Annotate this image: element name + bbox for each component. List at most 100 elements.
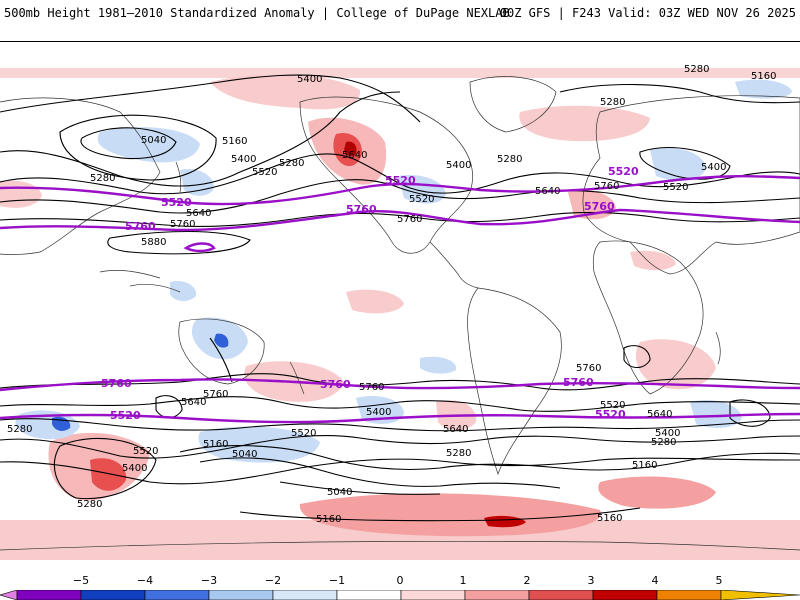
purple-5520-north	[0, 175, 800, 206]
coast-africa	[592, 240, 704, 395]
label-5040-south: 5040	[232, 449, 257, 460]
coast-greenland	[469, 76, 557, 133]
purple-label-5760-southwest: 5760	[101, 377, 132, 390]
purple-label-5760-europe: 5760	[584, 200, 615, 213]
contour-5640-north	[0, 179, 800, 214]
anomaly-pos-antarctic-strong	[299, 493, 601, 537]
coast-eurasia-west	[0, 97, 161, 255]
label-5400-alaska: 5400	[297, 74, 322, 85]
coast-madagascar	[715, 331, 721, 365]
anomaly-strong-neg-australia	[214, 333, 229, 348]
label-5280-europe: 5280	[600, 97, 625, 108]
contour-5640-south	[0, 396, 800, 412]
label-5760-atlantic: 5760	[397, 214, 422, 225]
label-5400-southwest: 5400	[122, 463, 147, 474]
label-5400-indian: 5400	[655, 428, 680, 439]
tick-minus-2: −2	[264, 574, 282, 587]
anomaly-shading	[0, 68, 800, 560]
purple-label-5520-southwest: 5520	[110, 409, 141, 422]
contour-5400-south	[0, 435, 800, 459]
purple-5760-north	[0, 208, 800, 232]
colorbar-cell	[16, 590, 82, 600]
anomaly-pos-tropics-2	[630, 250, 676, 271]
contour-5640-australia-low	[155, 395, 183, 419]
colorbar-arrow-right	[720, 590, 800, 600]
tick-minus-5: −5	[72, 574, 90, 587]
label-5520-south-pacific: 5520	[291, 428, 316, 439]
coast-north-america	[299, 96, 473, 254]
label-5280-south-atlantic: 5280	[446, 448, 471, 459]
label-5520-atlantic: 5520	[409, 194, 434, 205]
contour-5760-indian-low	[623, 345, 651, 369]
colorbar-arrow-left	[0, 590, 18, 600]
colorbar-cell	[400, 590, 466, 600]
polar-band-north	[0, 68, 800, 78]
tick-zero: 0	[396, 574, 404, 587]
colorbar-cell	[80, 590, 146, 600]
label-5760-pacific: 5760	[170, 219, 195, 230]
purple-5880-tropics	[183, 242, 216, 253]
label-5280-arctic: 5280	[684, 64, 709, 75]
label-5520-indian: 5520	[600, 400, 625, 411]
label-5040-antarctic: 5040	[327, 487, 352, 498]
anomaly-pos-alaska	[210, 74, 361, 110]
colorbar-cell	[336, 590, 402, 600]
map-title: 500mb Height 1981–2010 Standardized Anom…	[4, 6, 510, 20]
coast-indonesia	[99, 270, 181, 293]
anomaly-pos-arctic-east	[519, 105, 650, 142]
coast-central-america	[429, 241, 479, 289]
colorbar	[0, 590, 800, 600]
label-5640-indian: 5640	[647, 409, 672, 420]
contour-5040-antarctic	[279, 481, 441, 495]
contour-5160-pacific	[59, 114, 217, 181]
contour-5520-south	[0, 418, 800, 432]
map-panel: 5040 5160 5400 5280 5520 5280 5640 5760 …	[0, 41, 800, 560]
contour-5520-south-east-low	[729, 399, 771, 427]
purple-label-5520-pacific: 5520	[161, 196, 192, 209]
tick-2: 2	[523, 574, 531, 587]
label-5040-pacific: 5040	[141, 135, 166, 146]
label-5880-pacific: 5880	[141, 237, 166, 248]
anomaly-neg-southwest	[15, 410, 81, 440]
purple-label-5760-south-pacific: 5760	[320, 378, 351, 391]
label-5760-australia: 5760	[203, 389, 228, 400]
contour-5280-south	[0, 457, 800, 485]
purple-label-5760-indian: 5760	[563, 376, 594, 389]
tick-4: 4	[651, 574, 659, 587]
colorbar-cell	[144, 590, 210, 600]
colorbar-cell	[464, 590, 530, 600]
tick-minus-3: −3	[200, 574, 218, 587]
label-5760-europe: 5760	[594, 181, 619, 192]
anomaly-strong-south-indian	[90, 458, 127, 491]
tick-minus-1: −1	[328, 574, 346, 587]
label-5400-south-pacific: 5400	[366, 407, 391, 418]
label-5400-europe: 5400	[701, 162, 726, 173]
anomaly-neg-tropics-1	[170, 280, 197, 302]
anomaly-pos-west	[0, 180, 42, 208]
label-5640-australia: 5640	[181, 397, 206, 408]
contour-5280-north-west	[0, 91, 401, 187]
anomaly-pos-indian-ocean	[635, 339, 716, 390]
anomaly-pos-tropics-1	[346, 289, 404, 314]
contour-5760-north	[0, 211, 800, 228]
height-contours	[0, 74, 800, 522]
anomaly-neg-tropics-2	[420, 356, 457, 374]
contour-5400-north	[0, 74, 421, 123]
label-5520-southwest: 5520	[133, 446, 158, 457]
anomaly-neg-pacific	[97, 127, 200, 163]
contour-5520-north	[0, 153, 800, 195]
label-5640-canada: 5640	[342, 150, 367, 161]
colorbar-cell	[208, 590, 274, 600]
label-5520-pacific: 5520	[252, 167, 277, 178]
colorbar-cell	[272, 590, 338, 600]
label-5280-west: 5280	[90, 173, 115, 184]
colorbar-cell	[656, 590, 722, 600]
anomaly-neg-polar-east	[735, 79, 792, 99]
label-5400-siberia: 5400	[231, 154, 256, 165]
purple-labels: 5520 5760 5760 5520 5760 5520 5760 5760 …	[101, 165, 639, 422]
label-5640-europe: 5640	[535, 186, 560, 197]
label-5160-pacific: 5160	[222, 136, 247, 147]
label-5400-canada: 5400	[446, 160, 471, 171]
colorbar-cell	[528, 590, 594, 600]
